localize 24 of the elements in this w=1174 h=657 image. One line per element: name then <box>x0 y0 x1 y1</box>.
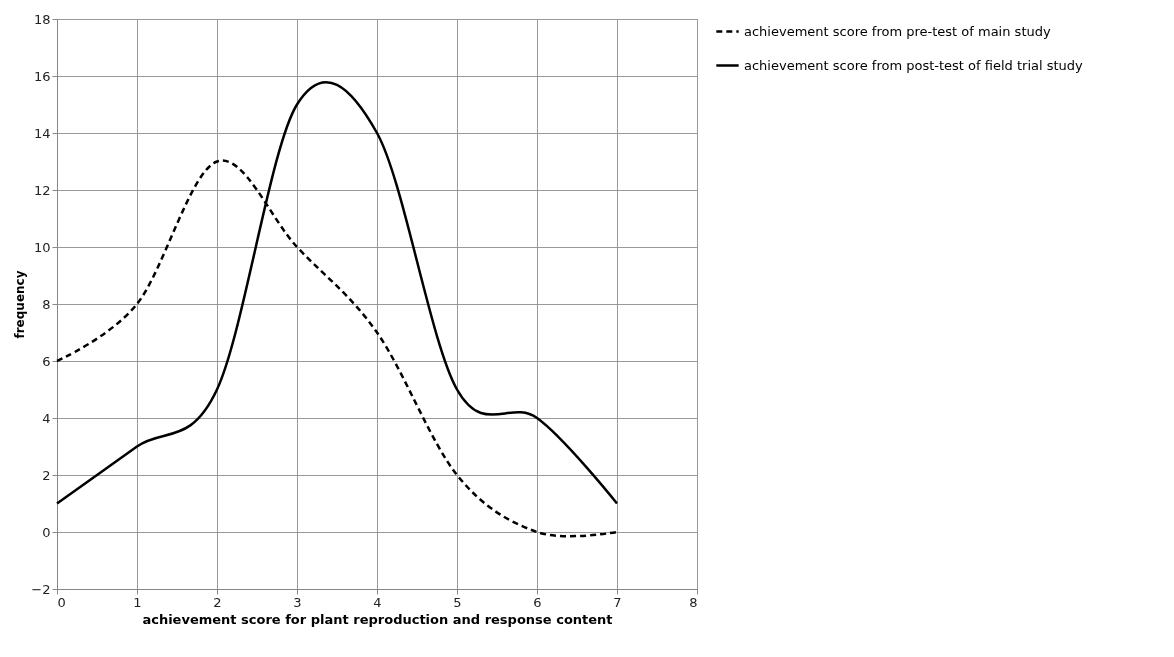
x-tick-label: 4 <box>373 594 382 610</box>
x-tick-label: 6 <box>533 594 542 610</box>
y-tick-label: 2 <box>42 467 51 483</box>
legend-label: achievement score from post-test of field trial study <box>744 57 1084 73</box>
y-tick-label: 18 <box>33 11 51 27</box>
legend-label: achievement score from pre-test of main study <box>744 23 1051 39</box>
x-tick-label: 1 <box>133 594 142 610</box>
x-axis-title: achievement score for plant reproduction and response content <box>142 611 613 627</box>
y-tick-label: 4 <box>42 410 51 426</box>
x-tick-label: 8 <box>689 594 698 610</box>
y-tick-label: 6 <box>42 353 51 369</box>
x-tick-label: 3 <box>293 594 302 610</box>
y-tick-label: 0 <box>42 524 51 540</box>
y-tick-label: 10 <box>33 239 51 255</box>
y-tick-label: −2 <box>31 581 51 597</box>
x-tick-label: 5 <box>453 594 462 610</box>
y-tick-label: 16 <box>33 68 51 84</box>
y-tick-label: 12 <box>33 182 51 198</box>
x-tick-label: 0 <box>57 594 66 610</box>
x-tick-label: 2 <box>213 594 222 610</box>
x-tick-label: 7 <box>613 594 622 610</box>
y-tick-label: 14 <box>33 125 51 141</box>
y-axis-title: frequency <box>13 270 28 339</box>
y-tick-label: 8 <box>42 296 51 312</box>
